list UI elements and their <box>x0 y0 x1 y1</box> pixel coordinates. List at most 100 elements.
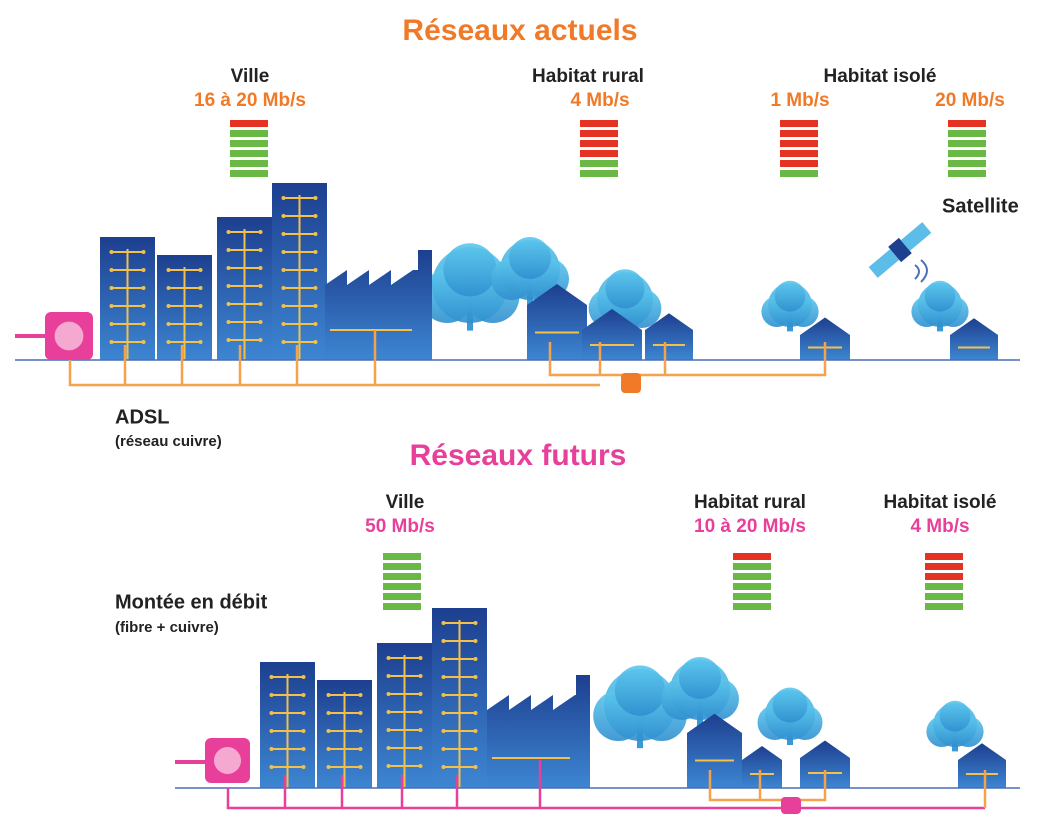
speed-segment <box>383 603 421 610</box>
wiring-dot <box>199 322 203 326</box>
speed-segment <box>948 140 986 147</box>
wiring-dot <box>442 729 446 733</box>
wiring-dot <box>359 747 363 751</box>
speed: 16 à 20 Mb/s <box>194 90 306 111</box>
wiring-dot <box>270 711 274 715</box>
wiring-dot <box>442 765 446 769</box>
factory <box>325 250 432 360</box>
wiring-dot <box>387 764 391 768</box>
wiring-dot <box>327 765 331 769</box>
wiring-dot <box>302 765 306 769</box>
wiring-dot <box>199 340 203 344</box>
wiring-dot <box>442 747 446 751</box>
speed-segment <box>733 563 771 570</box>
wiring-dot <box>327 711 331 715</box>
wiring-dot <box>282 268 286 272</box>
wiring-dot <box>359 711 363 715</box>
speed-segment <box>925 563 963 570</box>
speed-segment <box>230 140 268 147</box>
tree <box>509 237 551 279</box>
satellite <box>867 220 933 280</box>
speed-segment <box>925 573 963 580</box>
speed-segment <box>230 120 268 127</box>
wiring-dot <box>282 214 286 218</box>
wiring-dot <box>167 268 171 272</box>
speed-segment <box>948 150 986 157</box>
speed: 20 Mb/s <box>935 90 1005 111</box>
speed-segment <box>925 583 963 590</box>
wiring-dot <box>110 304 114 308</box>
wiring-dot <box>227 266 231 270</box>
speed-segment <box>948 170 986 177</box>
wiring-dot <box>282 322 286 326</box>
wiring-dot <box>387 692 391 696</box>
tree <box>773 688 808 723</box>
wiring-dot <box>110 322 114 326</box>
wiring-dot <box>167 286 171 290</box>
wiring-dot <box>387 710 391 714</box>
wiring-dot <box>474 675 478 679</box>
wiring-dot <box>110 268 114 272</box>
connection-box <box>214 747 241 774</box>
wiring-dot <box>110 286 114 290</box>
wiring-dot <box>419 764 423 768</box>
speed-segment <box>733 593 771 600</box>
speed-segment <box>383 563 421 570</box>
wiring-dot <box>359 729 363 733</box>
wiring-dot <box>442 693 446 697</box>
wiring-dot <box>419 656 423 660</box>
label: Habitat isolé <box>824 66 937 87</box>
speed-segment <box>230 170 268 177</box>
wiring-dot <box>142 322 146 326</box>
tree <box>443 243 496 296</box>
wiring-dot <box>302 729 306 733</box>
wiring-dot <box>282 340 286 344</box>
wiring-dot <box>142 250 146 254</box>
wiring-dot <box>282 196 286 200</box>
factory <box>487 675 590 788</box>
house <box>687 714 742 788</box>
wiring-dot <box>199 304 203 308</box>
house <box>742 746 782 788</box>
wiring-dot <box>314 340 318 344</box>
speed-segment <box>580 130 618 137</box>
wiring-dot <box>442 657 446 661</box>
wiring-dot <box>474 639 478 643</box>
wiring-dot <box>282 232 286 236</box>
wiring-dot <box>142 286 146 290</box>
speed-segment <box>948 120 986 127</box>
wiring-dot <box>474 729 478 733</box>
speed: 50 Mb/s <box>365 516 435 537</box>
speed-segment <box>580 140 618 147</box>
label: Ville <box>386 492 425 513</box>
speed-segment <box>580 150 618 157</box>
wiring-dot <box>387 728 391 732</box>
wiring-dot <box>359 765 363 769</box>
speed-segment <box>383 583 421 590</box>
signal <box>915 260 927 282</box>
speed-segment <box>580 170 618 177</box>
wiring-dot <box>142 268 146 272</box>
wiring-dot <box>227 320 231 324</box>
label: Habitat isolé <box>884 492 997 513</box>
wiring-dot <box>474 711 478 715</box>
wiring-dot <box>314 232 318 236</box>
infographic: Réseaux actuels Ville 16 à 20 Mb/s Habit… <box>0 0 1045 814</box>
wiring-dot <box>167 322 171 326</box>
wiring-dot <box>442 675 446 679</box>
wiring-dot <box>282 304 286 308</box>
wiring-dot <box>387 674 391 678</box>
wiring-dot <box>110 250 114 254</box>
wiring-dot <box>474 693 478 697</box>
wiring-dot <box>199 286 203 290</box>
speed: 4 Mb/s <box>910 516 969 537</box>
speed-segment <box>780 160 818 167</box>
wiring-dot <box>314 322 318 326</box>
wiring-dot <box>259 320 263 324</box>
wiring-dot <box>302 711 306 715</box>
wiring-dot <box>259 284 263 288</box>
speed-segment <box>230 150 268 157</box>
wiring-dot <box>442 711 446 715</box>
wiring-dot <box>227 302 231 306</box>
wiring-dot <box>314 196 318 200</box>
